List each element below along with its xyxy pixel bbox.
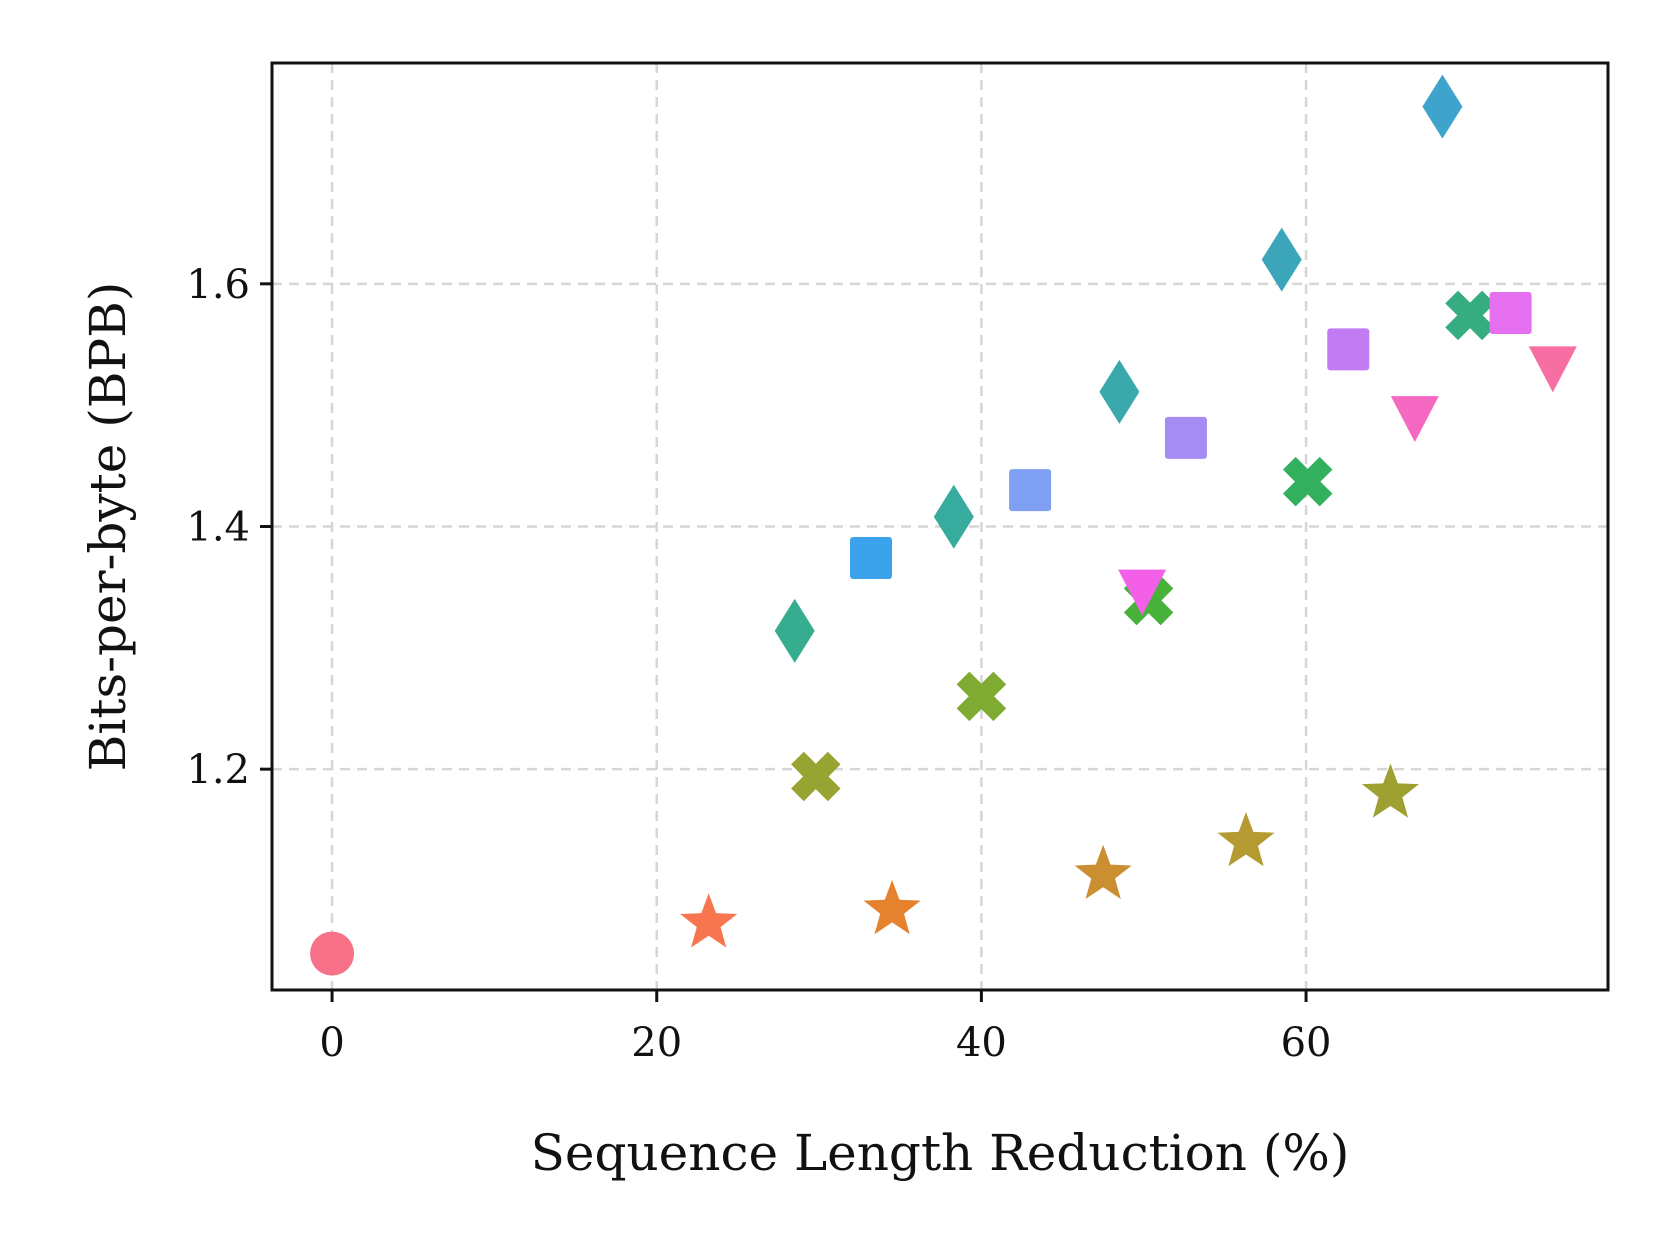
data-point-square — [1009, 469, 1052, 512]
axis-ticks: 0 20 40 60 1.2 1.4 1.6 — [186, 262, 1331, 1066]
data-point-star — [1074, 844, 1132, 899]
y-tick-label: 1.2 — [186, 747, 250, 793]
data-point-star — [1217, 811, 1275, 867]
y-tick-label: 1.6 — [186, 262, 250, 308]
data-point-x — [1445, 290, 1495, 341]
data-point-star — [680, 893, 738, 948]
data-point-triangle-down — [1390, 396, 1439, 443]
x-tick-label: 60 — [1281, 1020, 1332, 1066]
data-point-star — [863, 879, 921, 935]
data-point-star — [1361, 763, 1420, 818]
data-point-triangle-down — [1118, 569, 1167, 616]
data-point-square — [850, 537, 893, 580]
x-tick-label: 0 — [319, 1020, 344, 1066]
data-point-square — [1164, 416, 1207, 459]
data-points — [310, 74, 1577, 976]
y-axis-label: Bits-per-byte (BPB) — [79, 282, 137, 772]
data-point-square — [1489, 291, 1532, 334]
plot-frame — [270, 61, 1610, 992]
data-point-diamond — [774, 598, 815, 663]
data-point-triangle-down — [1528, 346, 1577, 393]
y-tick-label: 1.4 — [186, 505, 250, 551]
x-tick-label: 40 — [956, 1020, 1007, 1066]
data-point-diamond — [1261, 227, 1302, 292]
data-point-diamond — [933, 484, 974, 549]
data-point-x — [956, 671, 1007, 722]
data-point-square — [1327, 328, 1370, 371]
data-point-x — [1282, 456, 1333, 507]
data-point-x — [791, 751, 841, 802]
x-axis-label: Sequence Length Reduction (%) — [531, 1124, 1350, 1182]
data-point-circle — [310, 931, 355, 976]
data-point-diamond — [1422, 74, 1463, 139]
data-point-diamond — [1099, 359, 1140, 424]
x-tick-label: 20 — [631, 1020, 682, 1066]
